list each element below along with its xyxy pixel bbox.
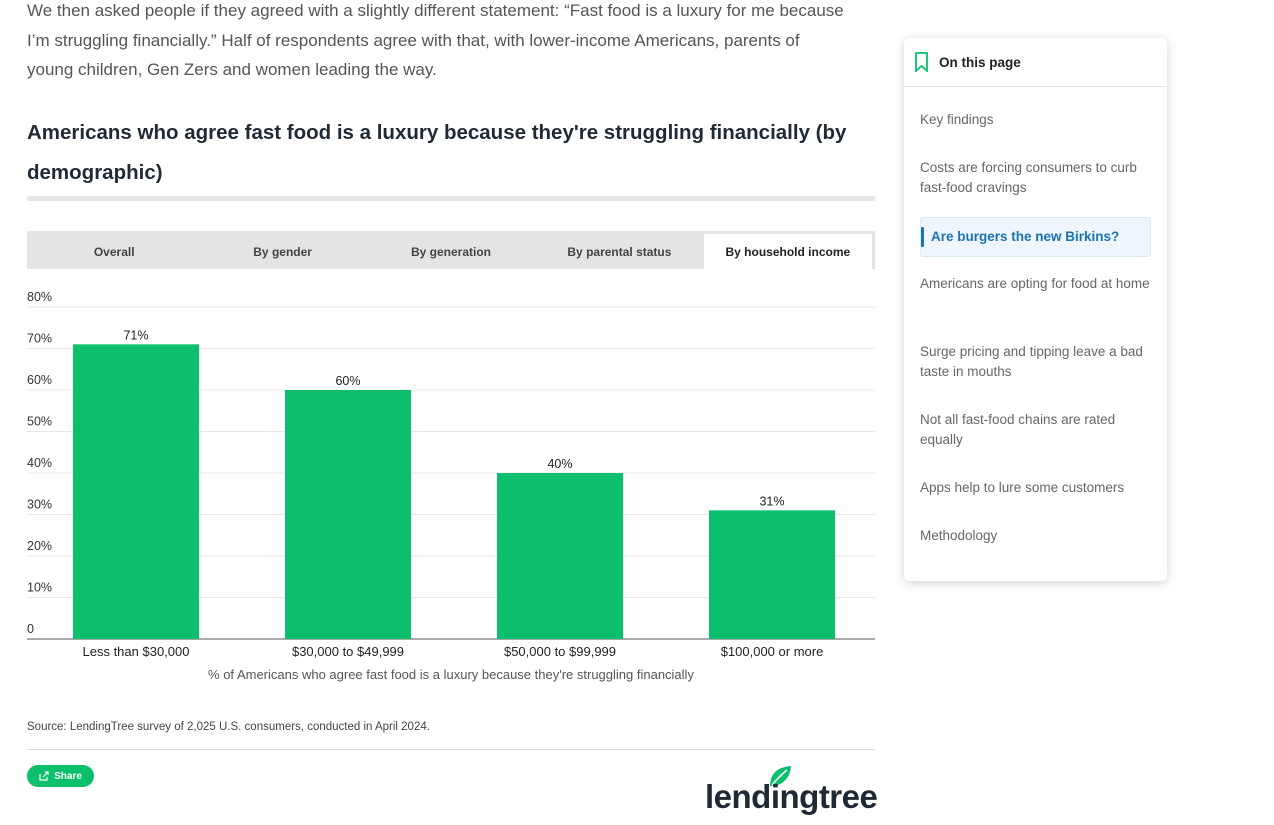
lendingtree-logo[interactable]: lendingtree	[705, 764, 878, 818]
toc-item-fast-food-chains[interactable]: Not all fast-food chains are rated equal…	[920, 412, 1116, 447]
y-tick-label: 70%	[27, 332, 52, 346]
data-label: 60%	[335, 374, 360, 388]
logo-text: lendingtree	[705, 778, 878, 815]
x-axis-title: % of Americans who agree fast food is a …	[208, 667, 694, 682]
toc-item-methodology[interactable]: Methodology	[920, 528, 998, 543]
share-icon	[39, 771, 49, 781]
footer-divider	[27, 749, 875, 750]
toc-item-key-findings[interactable]: Key findings	[920, 112, 994, 127]
data-label: 71%	[123, 328, 148, 342]
toc-item-surge-pricing[interactable]: Surge pricing and tipping leave a bad ta…	[920, 344, 1143, 379]
source-note: Source: LendingTree survey of 2,025 U.S.…	[27, 721, 430, 733]
chart-title: Americans who agree fast food is a luxur…	[27, 121, 847, 184]
chart-tabs: Overall By gender By generation By paren…	[27, 231, 875, 269]
y-tick-label: 10%	[27, 581, 52, 595]
share-label: Share	[54, 770, 82, 782]
toc-item-apps[interactable]: Apps help to lure some customers	[920, 480, 1125, 495]
leaf-icon	[770, 766, 791, 786]
title-divider	[27, 196, 875, 201]
toc-header: On this page	[904, 38, 1167, 87]
y-tick-label: 60%	[27, 373, 52, 387]
bar-chart: 0 10% 20% 30% 40% 50% 60% 70% 80% 71% Less than $3…	[27, 290, 875, 682]
toc-heading: On this page	[939, 54, 1021, 70]
intro-paragraph: We then asked people if they agreed with…	[27, 1, 844, 79]
bar	[709, 510, 835, 639]
y-tick-label: 0	[27, 622, 34, 636]
x-tick-label: $30,000 to $49,999	[292, 644, 404, 659]
bar	[497, 473, 623, 639]
table-of-contents: On this page Key findings Costs are forc…	[904, 38, 1167, 581]
bar	[73, 344, 199, 639]
tab-by-household-income[interactable]: By household income	[703, 234, 873, 269]
data-label: 31%	[759, 494, 784, 508]
x-tick-label: Less than $30,000	[83, 644, 190, 659]
bookmark-icon	[915, 52, 928, 72]
y-tick-label: 50%	[27, 415, 52, 429]
data-label: 40%	[547, 457, 572, 471]
toc-item-costs[interactable]: Costs are forcing consumers to curb fast…	[920, 160, 1137, 195]
share-button[interactable]: Share	[27, 765, 94, 787]
tab-by-generation[interactable]: By generation	[411, 244, 492, 259]
y-tick-label: 30%	[27, 498, 52, 512]
y-tick-label: 40%	[27, 456, 52, 470]
toc-item-burgers-birkins[interactable]: Are burgers the new Birkins?	[920, 217, 1151, 257]
y-tick-label: 20%	[27, 539, 52, 553]
bar	[285, 390, 411, 639]
x-tick-label: $100,000 or more	[721, 644, 824, 659]
toc-item-food-at-home[interactable]: Americans are opting for food at home	[920, 276, 1150, 291]
tab-by-gender[interactable]: By gender	[253, 244, 312, 259]
tab-overall[interactable]: Overall	[93, 244, 135, 259]
y-tick-label: 80%	[27, 290, 52, 304]
tab-by-parental-status[interactable]: By parental status	[567, 244, 672, 259]
x-tick-label: $50,000 to $99,999	[504, 644, 616, 659]
